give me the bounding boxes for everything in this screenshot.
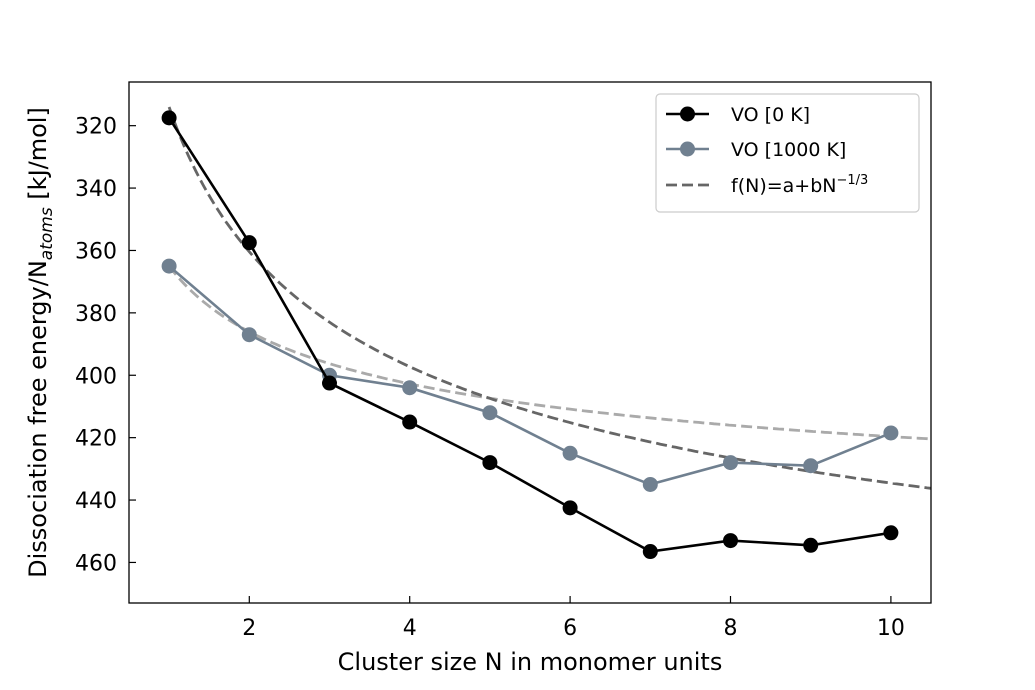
legend-marker-vo-1000k — [680, 141, 695, 157]
data-point-vo-0k — [562, 500, 578, 516]
y-axis-label: Dissociation free energy/Natoms [kJ/mol] — [24, 107, 57, 578]
data-point-vo-1000k — [161, 258, 177, 274]
legend-marker-vo-0k — [680, 106, 695, 122]
data-point-vo-1000k — [883, 425, 899, 441]
y-tick-label: 360 — [75, 239, 117, 264]
data-point-vo-1000k — [562, 445, 578, 461]
x-tick-label: 6 — [563, 616, 577, 641]
legend-label-vo-0k: VO [0 K] — [731, 104, 810, 126]
y-axis-label-main: Dissociation free energy/N — [24, 260, 52, 578]
data-point-vo-0k — [723, 533, 738, 549]
series-line-vo-1000k — [168, 265, 892, 486]
x-tick-label: 8 — [724, 616, 738, 641]
data-point-vo-1000k — [402, 380, 418, 396]
data-point-vo-1000k — [723, 455, 738, 471]
y-tick-label: 460 — [75, 551, 117, 576]
y-tick-label: 380 — [75, 302, 117, 327]
data-point-vo-0k — [241, 235, 257, 251]
y-axis-label-unit: [kJ/mol] — [24, 107, 52, 207]
legend-label-fit-main: f(N)=a+bN — [731, 175, 836, 197]
fit-curve-vo-0k — [167, 106, 931, 490]
legend: VO [0 K] VO [1000 K] f(N)=a+bN−1/3 — [655, 93, 920, 213]
data-point-vo-0k — [642, 544, 658, 560]
data-point-vo-0k — [803, 537, 819, 553]
series-vo-1000k — [161, 258, 899, 492]
plot-content — [161, 106, 931, 560]
data-point-vo-1000k — [482, 405, 498, 421]
series-vo-0k — [161, 110, 899, 560]
y-tick-label: 440 — [75, 489, 117, 514]
axis-ticks: 2 4 6 8 10 320 340 360 380 400 420 440 460 — [75, 115, 905, 641]
x-tick-label: 4 — [403, 616, 417, 641]
y-tick-label: 340 — [75, 177, 117, 202]
x-tick-label: 2 — [242, 616, 256, 641]
data-point-vo-0k — [883, 525, 899, 541]
data-point-vo-1000k — [241, 327, 257, 343]
y-axis-label-subscript: atoms — [37, 207, 57, 260]
x-tick-label: 10 — [877, 616, 905, 641]
legend-label-vo-1000k: VO [1000 K] — [731, 139, 846, 161]
y-tick-label: 420 — [75, 427, 117, 452]
plot-frame — [128, 81, 932, 604]
data-point-vo-0k — [161, 110, 177, 126]
legend-entries — [666, 106, 709, 187]
data-point-vo-0k — [402, 414, 418, 430]
series-line-vo-0k — [168, 117, 892, 553]
x-axis-label: Cluster size N in monomer units — [338, 648, 723, 676]
legend-label-fit-sup: −1/3 — [836, 173, 868, 188]
y-tick-label: 400 — [75, 364, 117, 389]
legend-box — [655, 93, 920, 213]
y-tick-label: 320 — [75, 115, 117, 140]
data-point-vo-0k — [482, 455, 498, 471]
data-point-vo-1000k — [803, 458, 819, 474]
data-point-vo-0k — [322, 375, 337, 391]
legend-label-fit: f(N)=a+bN−1/3 — [731, 173, 868, 197]
data-point-vo-1000k — [642, 476, 658, 492]
fit-curves — [167, 106, 931, 490]
